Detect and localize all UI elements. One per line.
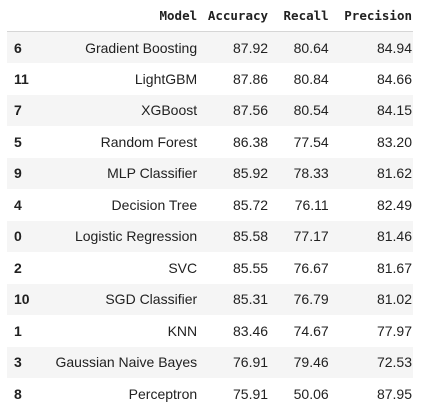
cell-model: Perceptron [128, 385, 198, 402]
cell-model: Gradient Boosting [85, 39, 198, 56]
cell-accuracy: 75.91 [233, 385, 269, 402]
cell-recall: 80.54 [293, 102, 329, 119]
dataframe-output: Model Accuracy Recall Precision 6 Gradien… [7, 0, 413, 410]
cell-model: SVC [168, 259, 198, 276]
cell-recall: 76.11 [294, 196, 329, 213]
cell-recall: 76.67 [293, 259, 329, 276]
cell-precision: 81.46 [376, 228, 412, 245]
cell-model: Decision Tree [111, 196, 198, 213]
table-body: 6 Gradient Boosting 87.92 80.64 84.94 11 Light… [7, 31, 413, 410]
cell-precision: 84.94 [376, 39, 412, 56]
row-index: 8 [14, 385, 22, 402]
cell-accuracy: 85.55 [233, 259, 269, 276]
cell-recall: 50.06 [293, 385, 329, 402]
cell-recall: 77.17 [293, 228, 329, 245]
header-row: Model Accuracy Recall Precision [7, 0, 413, 32]
results-table: Model Accuracy Recall Precision 6 Gradien… [7, 0, 413, 410]
table-row: 11 LightGBM 87.86 80.84 84.66 [7, 63, 413, 95]
cell-recall: 76.79 [293, 291, 329, 308]
cell-precision: 81.02 [376, 291, 412, 308]
table-row: 9 MLP Classifier 85.92 78.33 81.62 [7, 157, 413, 189]
row-index: 4 [14, 196, 22, 213]
cell-accuracy: 76.91 [233, 354, 269, 371]
table-row: 6 Gradient Boosting 87.92 80.64 84.94 [7, 31, 413, 63]
table-row: 4 Decision Tree 85.72 76.11 82.49 [7, 189, 413, 221]
table-row: 8 Perceptron 75.91 50.06 87.95 [7, 378, 413, 410]
table-row: 2 SVC 85.55 76.67 81.67 [7, 252, 413, 284]
cell-accuracy: 85.72 [233, 196, 269, 213]
cell-accuracy: 86.38 [233, 133, 269, 150]
cell-recall: 78.33 [293, 165, 329, 182]
table-row: 10 SGD Classifier 85.31 76.79 81.02 [7, 283, 413, 315]
cell-model: LightGBM [134, 70, 198, 87]
cell-recall: 80.84 [293, 70, 329, 87]
cell-recall: 77.54 [293, 133, 329, 150]
row-index: 1 [14, 322, 22, 339]
cell-model: KNN [167, 322, 198, 339]
row-index: 0 [14, 228, 22, 245]
cell-precision: 81.67 [376, 259, 412, 276]
cell-precision: 83.20 [376, 133, 412, 150]
cell-accuracy: 87.56 [233, 102, 269, 119]
row-index: 11 [14, 70, 29, 87]
cell-model: Gaussian Naive Bayes [55, 354, 198, 371]
row-index: 7 [14, 102, 22, 119]
row-index: 10 [14, 291, 30, 308]
table-row: 7 XGBoost 87.56 80.54 84.15 [7, 94, 413, 126]
cell-precision: 84.15 [376, 102, 412, 119]
cell-accuracy: 87.92 [233, 39, 269, 56]
cell-recall: 80.64 [293, 39, 329, 56]
cell-precision: 72.53 [376, 354, 412, 371]
cell-accuracy: 85.31 [233, 291, 269, 308]
row-index: 3 [14, 354, 22, 371]
table-row: 3 Gaussian Naive Bayes 76.91 79.46 72.53 [7, 346, 413, 378]
row-index: 5 [14, 133, 22, 150]
cell-accuracy: 87.86 [233, 70, 269, 87]
cell-recall: 79.46 [293, 354, 329, 371]
cell-model: XGBoost [141, 102, 198, 119]
header-precision: Precision [328, 0, 413, 32]
cell-precision: 82.49 [376, 196, 412, 213]
cell-model: Logistic Regression [74, 228, 198, 245]
table-row: 0 Logistic Regression 85.58 77.17 81.46 [7, 220, 413, 252]
row-index: 2 [14, 259, 22, 276]
cell-accuracy: 85.92 [233, 165, 269, 182]
table-header: Model Accuracy Recall Precision [7, 0, 413, 32]
cell-precision: 81.62 [376, 165, 412, 182]
cell-precision: 87.95 [376, 385, 412, 402]
cell-model: MLP Classifier [107, 165, 198, 182]
cell-accuracy: 85.58 [233, 228, 269, 245]
cell-model: Random Forest [100, 133, 198, 150]
cell-model: SGD Classifier [105, 291, 198, 308]
header-recall: Recall [268, 0, 329, 32]
header-accuracy: Accuracy [197, 0, 269, 32]
row-index: 6 [14, 39, 22, 56]
header-model: Model [48, 0, 198, 32]
header-index [7, 0, 49, 32]
row-index: 9 [14, 165, 22, 182]
cell-accuracy: 83.46 [233, 322, 269, 339]
table-row: 1 KNN 83.46 74.67 77.97 [7, 315, 413, 347]
cell-recall: 74.67 [293, 322, 329, 339]
cell-precision: 77.97 [376, 322, 412, 339]
cell-precision: 84.66 [376, 70, 412, 87]
table-row: 5 Random Forest 86.38 77.54 83.20 [7, 126, 413, 158]
